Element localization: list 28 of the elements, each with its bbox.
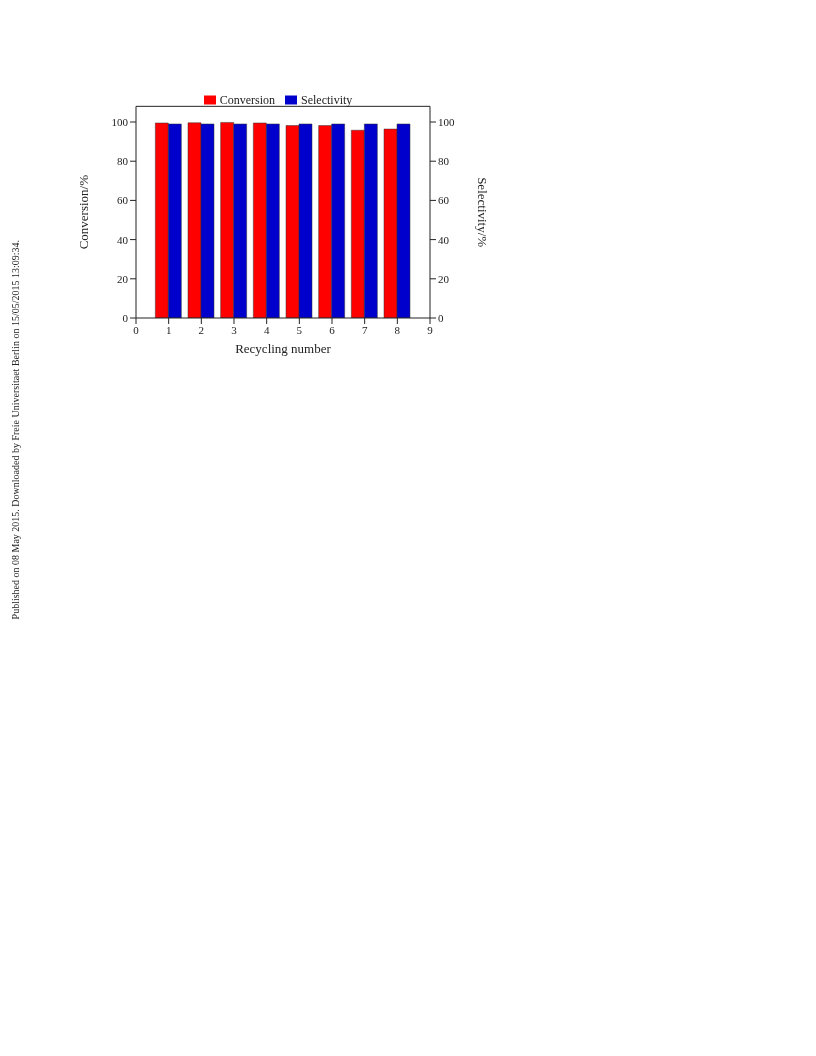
x-tick-label: 6	[329, 323, 336, 336]
y2-tick-label: 40	[438, 233, 450, 246]
y-tick-label: 100	[111, 115, 129, 128]
y-tick-label: 60	[117, 194, 129, 207]
y-axis-title: Conversion/%	[75, 174, 91, 250]
y-tick-label: 20	[117, 272, 129, 285]
x-tick-label: 8	[394, 323, 401, 336]
y2-tick-label: 60	[438, 194, 450, 207]
x-tick-label: 9	[427, 323, 434, 336]
y2-axis-title: Selectivity/%	[475, 177, 491, 248]
y2-tick-label: 0	[438, 311, 444, 324]
x-axis-title: Recycling number	[235, 341, 332, 356]
x-tick-label: 4	[263, 323, 270, 336]
x-tick-label: 5	[296, 323, 303, 336]
legend-label: Selectivity	[301, 93, 353, 107]
y-tick-label: 80	[117, 155, 129, 168]
legend-label: Conversion	[219, 93, 275, 107]
y2-tick-label: 100	[438, 115, 455, 128]
y2-tick-label: 80	[438, 155, 450, 168]
y-tick-label: 40	[117, 233, 129, 246]
x-tick-label: 2	[198, 323, 205, 336]
y-tick-label: 0	[122, 311, 129, 324]
text: Published on 08 May 2015. Downloaded by Freie Universitaet Berlin on 15/05/2015 13:09:34.	[10, 240, 21, 620]
x-tick-label: 7	[361, 323, 368, 336]
x-tick-label: 0	[133, 323, 140, 336]
x-tick-label: 1	[165, 323, 172, 336]
x-tick-label: 3	[231, 323, 238, 336]
y2-tick-label: 20	[438, 272, 450, 285]
